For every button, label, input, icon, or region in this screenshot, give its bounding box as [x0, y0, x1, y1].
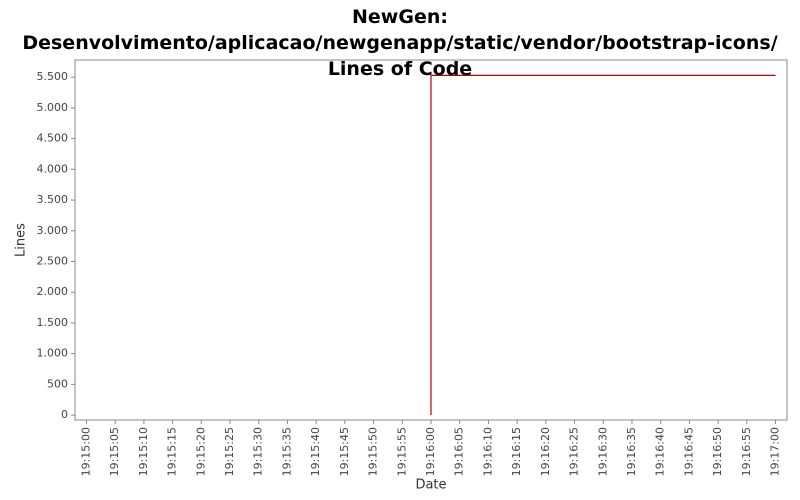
y-tick-label: 4.500	[37, 132, 69, 145]
x-tick-label: 19:16:45	[682, 427, 695, 476]
x-tick-label: 19:15:10	[137, 427, 150, 476]
x-tick-label: 19:15:30	[252, 427, 265, 476]
y-tick-label: 500	[47, 377, 68, 390]
x-tick-label: 19:15:15	[166, 427, 179, 476]
x-tick-label: 19:15:20	[194, 427, 207, 476]
x-tick-label: 19:16:40	[654, 427, 667, 476]
x-tick-label: 19:16:35	[625, 427, 638, 476]
x-tick-label: 19:15:55	[395, 427, 408, 476]
x-axis-title: Date	[415, 478, 446, 493]
x-tick-label: 19:16:10	[481, 427, 494, 476]
y-tick-label: 3.500	[37, 193, 69, 206]
x-tick-label: 19:16:00	[424, 427, 437, 476]
y-tick-label: 4.000	[37, 162, 69, 175]
y-tick-label: 1.000	[37, 347, 69, 360]
y-tick-label: 3.000	[37, 224, 69, 237]
x-tick-label: 19:15:25	[223, 427, 236, 476]
x-tick-label: 19:16:25	[568, 427, 581, 476]
x-tick-label: 19:15:50	[367, 427, 380, 476]
y-tick-label: 5.500	[37, 70, 69, 83]
chart-title: NewGen: Desenvolvimento/aplicacao/newgen…	[22, 6, 778, 80]
x-tick-label: 19:16:55	[740, 427, 753, 476]
x-tick-label: 19:17:00	[769, 427, 782, 476]
y-tick-label: 2.500	[37, 255, 69, 268]
y-axis-title: Lines	[14, 223, 29, 257]
x-tick-label: 19:16:20	[539, 427, 552, 476]
y-tick-label: 5.000	[37, 101, 69, 114]
x-tick-label: 19:16:15	[510, 427, 523, 476]
x-tick-label: 19:15:00	[79, 427, 92, 476]
x-tick-label: 19:15:05	[108, 427, 121, 476]
x-tick-label: 19:15:40	[309, 427, 322, 476]
y-tick-label: 0	[61, 408, 68, 421]
x-tick-label: 19:15:45	[338, 427, 351, 476]
x-tick-label: 19:15:35	[280, 427, 293, 476]
x-tick-label: 19:16:50	[711, 427, 724, 476]
y-tick-label: 1.500	[37, 316, 69, 329]
data-line	[430, 74, 776, 416]
x-tick-label: 19:16:30	[596, 427, 609, 476]
x-tick-label: 19:16:05	[453, 427, 466, 476]
y-tick-label: 2.000	[37, 285, 69, 298]
